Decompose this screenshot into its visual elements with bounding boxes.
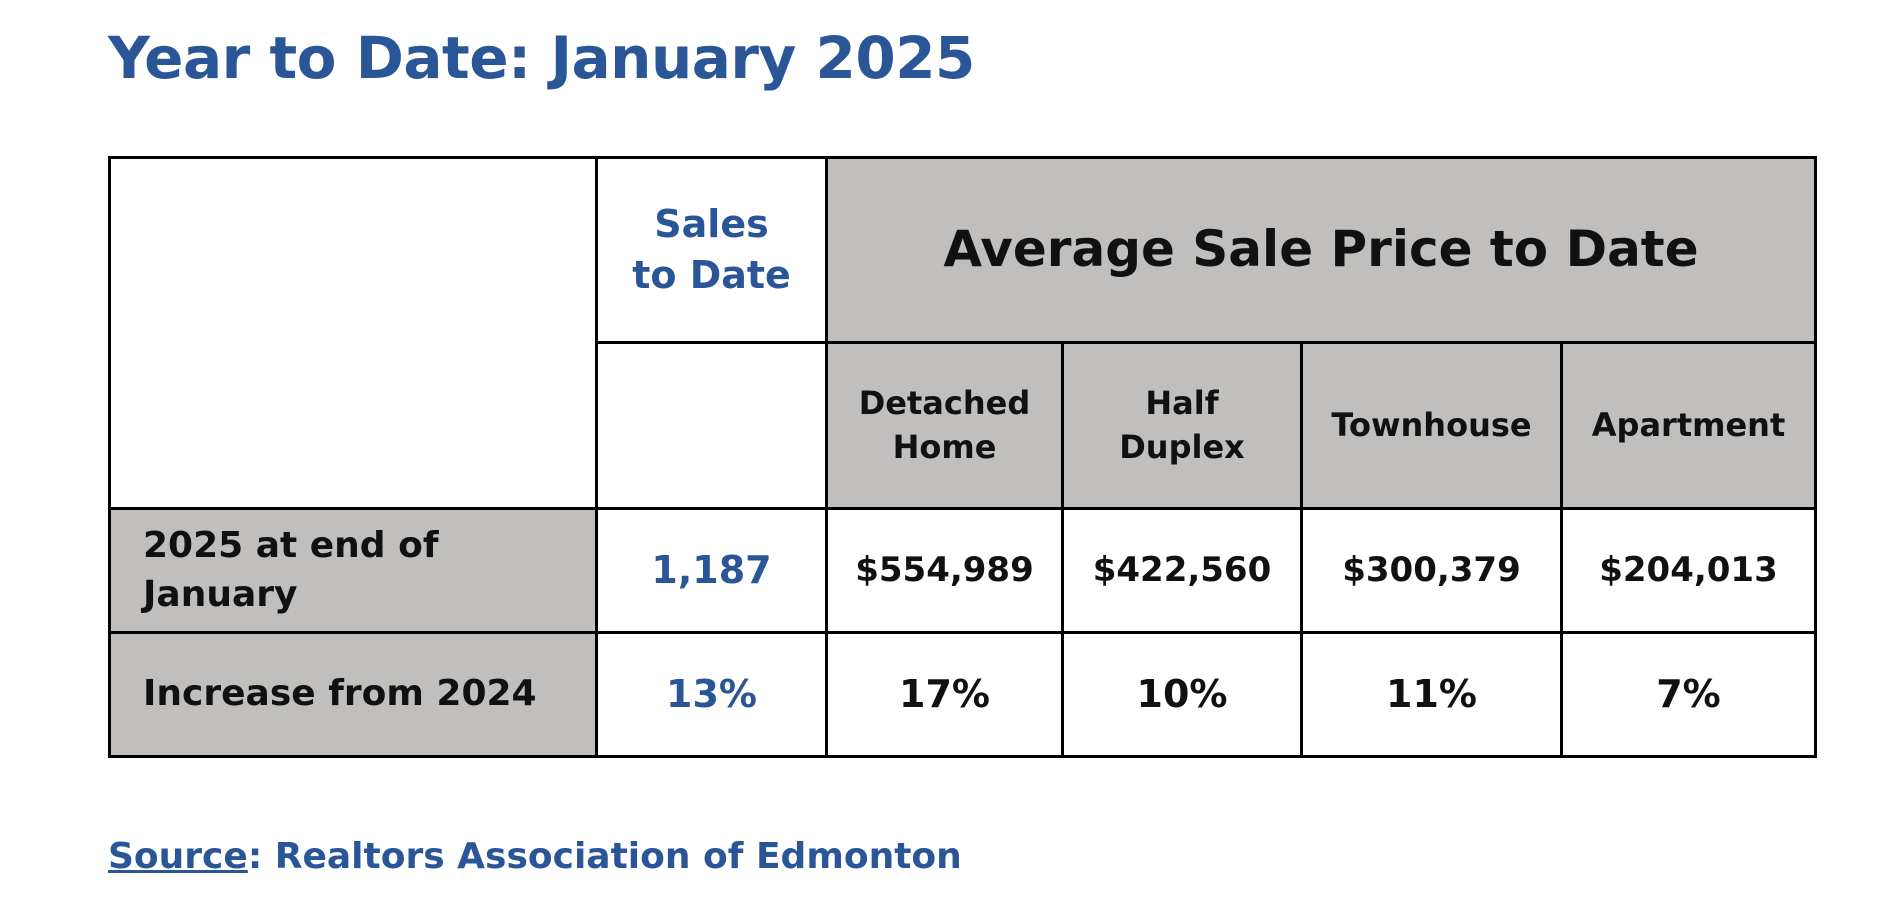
sales-increase-value: 13% [595, 631, 828, 758]
table-subheader-row: Detached Home Half Duplex Townhouse Apar… [110, 341, 1817, 510]
subheader-line1: Detached [858, 384, 1031, 423]
detached-home-increase: 17% [825, 631, 1064, 758]
subheader-half-duplex: Half Duplex [1061, 341, 1303, 510]
table-row-2025-january: 2025 at end of January 1,187 $554,989 $4… [108, 507, 1817, 634]
subheader-detached-home: Detached Home [825, 341, 1064, 510]
average-sale-price-header: Average Sale Price to Date [825, 156, 1817, 344]
detached-home-price: $554,989 [825, 507, 1064, 634]
subheader-apartment: Apartment [1560, 341, 1817, 510]
source-note: Source: Realtors Association of Edmonton [108, 836, 962, 877]
subheader-line2: Home [892, 427, 997, 466]
row-label: Increase from 2024 [108, 631, 598, 758]
year-to-date-table: Sales to Date Average Sale Price to Date… [108, 156, 1817, 758]
page-title: Year to Date: January 2025 [108, 24, 975, 92]
subheader-line1: Half [1145, 384, 1219, 423]
apartment-increase: 7% [1560, 631, 1817, 758]
half-duplex-increase: 10% [1061, 631, 1303, 758]
source-link[interactable]: Source [108, 836, 248, 877]
empty-sales-subheader-cell [595, 341, 828, 510]
sales-to-date-value: 1,187 [595, 507, 828, 634]
subheader-townhouse: Townhouse [1300, 341, 1563, 510]
table-row-increase-2024: Increase from 2024 13% 17% 10% 11% 7% [108, 631, 1817, 758]
empty-corner-cell [108, 156, 598, 510]
subheader-line2: Duplex [1119, 427, 1245, 466]
townhouse-price: $300,379 [1300, 507, 1563, 634]
sales-to-date-header: Sales to Date [595, 156, 828, 344]
apartment-price: $204,013 [1560, 507, 1817, 634]
table-header-row: Sales to Date Average Sale Price to Date [108, 156, 1817, 510]
half-duplex-price: $422,560 [1061, 507, 1303, 634]
sales-header-line2: to Date [632, 253, 791, 297]
sales-header-line1: Sales [654, 201, 769, 246]
townhouse-increase: 11% [1300, 631, 1563, 758]
source-text: : Realtors Association of Edmonton [247, 836, 962, 877]
row-label: 2025 at end of January [108, 507, 598, 634]
